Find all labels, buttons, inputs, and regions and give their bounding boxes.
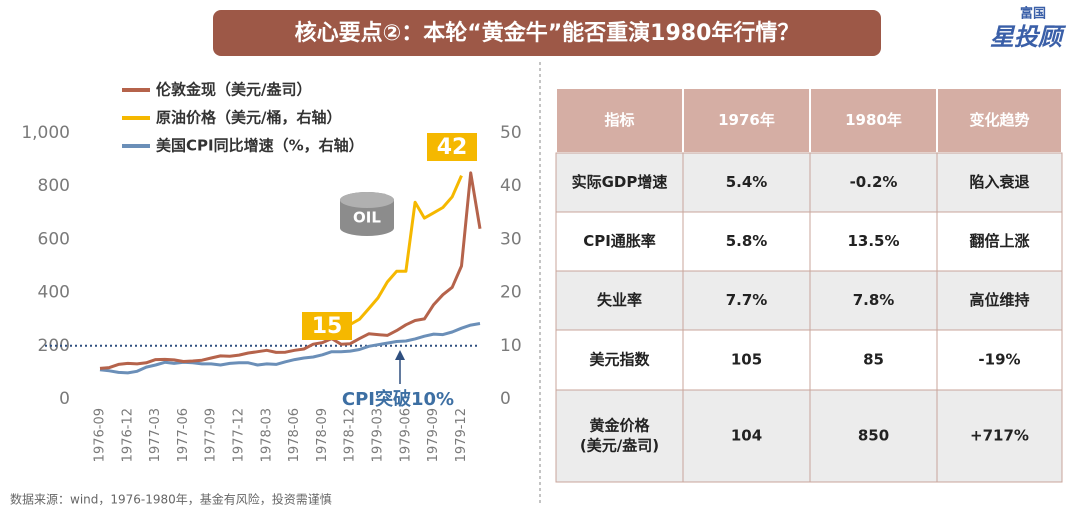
- y-tick-label: 600: [38, 229, 70, 249]
- table-cell: -19%: [978, 351, 1020, 369]
- table-cell-bg: [555, 329, 684, 391]
- arrow-head: [395, 350, 405, 360]
- x-tick-label: 1979-03: [371, 408, 386, 462]
- y2-tick-label: 50: [500, 123, 522, 143]
- table-cell: 850: [858, 427, 889, 445]
- x-tick-label: 1979-09: [426, 408, 441, 462]
- legend-label: 伦敦金现（美元/盎司）: [156, 81, 311, 99]
- y-tick-label: 200: [38, 336, 70, 356]
- x-tick-label: 1976-12: [120, 408, 135, 462]
- logo-small: 富国: [1020, 6, 1046, 22]
- series-line: [349, 174, 463, 326]
- table-cell-bg: [936, 389, 1063, 483]
- table-cell: 105: [731, 351, 762, 369]
- table-header-cell: [809, 87, 938, 154]
- x-tick-label: 1977-09: [204, 408, 219, 462]
- table-cell: 85: [863, 351, 884, 369]
- table-cell: 13.5%: [847, 232, 899, 250]
- table-cell: 实际GDP增速: [572, 173, 668, 191]
- y-tick-label: 1,000: [21, 123, 70, 143]
- table-header: 1980年: [845, 111, 902, 129]
- table-cell-bg: [809, 389, 938, 483]
- x-tick-label: 1979-12: [454, 408, 469, 462]
- legend-label: 原油价格（美元/桶，右轴）: [156, 109, 341, 127]
- table-cell: (美元/盎司): [580, 437, 659, 455]
- table-cell-bg: [936, 152, 1063, 213]
- x-tick-label: 1978-09: [315, 408, 330, 462]
- table-cell: +717%: [970, 427, 1029, 445]
- table-cell-bg: [809, 329, 938, 391]
- table-cell-bg: [555, 211, 684, 272]
- x-tick-label: 1977-03: [148, 408, 163, 462]
- label-box: [302, 312, 352, 340]
- annotation: CPI突破10%: [342, 388, 454, 410]
- table-cell: 5.8%: [726, 232, 768, 250]
- annotation: 42: [437, 135, 468, 160]
- annotation: 15: [312, 314, 343, 339]
- oil-barrel-top: [340, 192, 394, 208]
- table-cell: 高位维持: [969, 291, 1029, 309]
- table-cell: 黄金价格: [589, 417, 650, 435]
- table-cell-bg: [682, 211, 811, 272]
- y-tick-label: 400: [38, 283, 70, 303]
- x-tick-label: 1979-06: [398, 408, 413, 462]
- x-tick-label: 1977-06: [176, 408, 191, 462]
- table-cell: -0.2%: [850, 173, 898, 191]
- y2-tick-label: 20: [500, 283, 522, 303]
- x-tick-label: 1978-03: [259, 408, 274, 462]
- table-cell: 失业率: [597, 291, 642, 309]
- footer: 数据来源：wind，1976-1980年，基金有风险，投资需谨慎: [10, 492, 332, 507]
- y2-tick-label: 30: [500, 229, 522, 249]
- x-tick-label: 1978-12: [343, 408, 358, 462]
- label-box: [427, 133, 477, 161]
- table-cell-bg: [682, 152, 811, 213]
- x-tick-label: 1978-06: [287, 408, 302, 462]
- y2-tick-label: 10: [500, 336, 522, 356]
- y-tick-label: 800: [38, 176, 70, 196]
- table-cell-bg: [555, 389, 684, 483]
- table-header-cell: [555, 87, 684, 154]
- oil-label: OIL: [353, 209, 381, 227]
- table-header: 1976年: [718, 111, 775, 129]
- table-cell: CPI通胀率: [583, 232, 656, 250]
- table-header: 指标: [604, 111, 634, 129]
- table-cell-bg: [936, 270, 1063, 331]
- title: 核心要点②：本轮“黄金牛”能否重演1980年行情？: [295, 20, 800, 46]
- y2-tick-label: 40: [500, 176, 522, 196]
- table-cell: 104: [731, 427, 762, 445]
- logo: 星投顾: [990, 23, 1067, 51]
- table-cell-bg: [555, 270, 684, 331]
- series-line: [99, 171, 482, 370]
- table-cell-bg: [809, 270, 938, 331]
- table-cell-bg: [809, 211, 938, 272]
- table-cell: 美元指数: [589, 351, 650, 369]
- table-cell: 陷入衰退: [969, 173, 1029, 191]
- legend-label: 美国CPI同比增速（%，右轴）: [156, 137, 364, 155]
- table-cell: 7.7%: [726, 291, 768, 309]
- table-cell: 7.8%: [853, 291, 895, 309]
- x-tick-label: 1976-09: [93, 408, 108, 462]
- table-header: 变化趋势: [969, 111, 1029, 129]
- table-cell: 5.4%: [726, 173, 768, 191]
- table-cell: 翻倍上涨: [969, 232, 1029, 250]
- series-line: [99, 322, 481, 375]
- y-tick-label: 0: [59, 389, 70, 409]
- table-cell-bg: [682, 389, 811, 483]
- y2-tick-label: 0: [500, 389, 511, 409]
- title-banner: [213, 10, 881, 56]
- x-tick-label: 1977-12: [232, 408, 247, 462]
